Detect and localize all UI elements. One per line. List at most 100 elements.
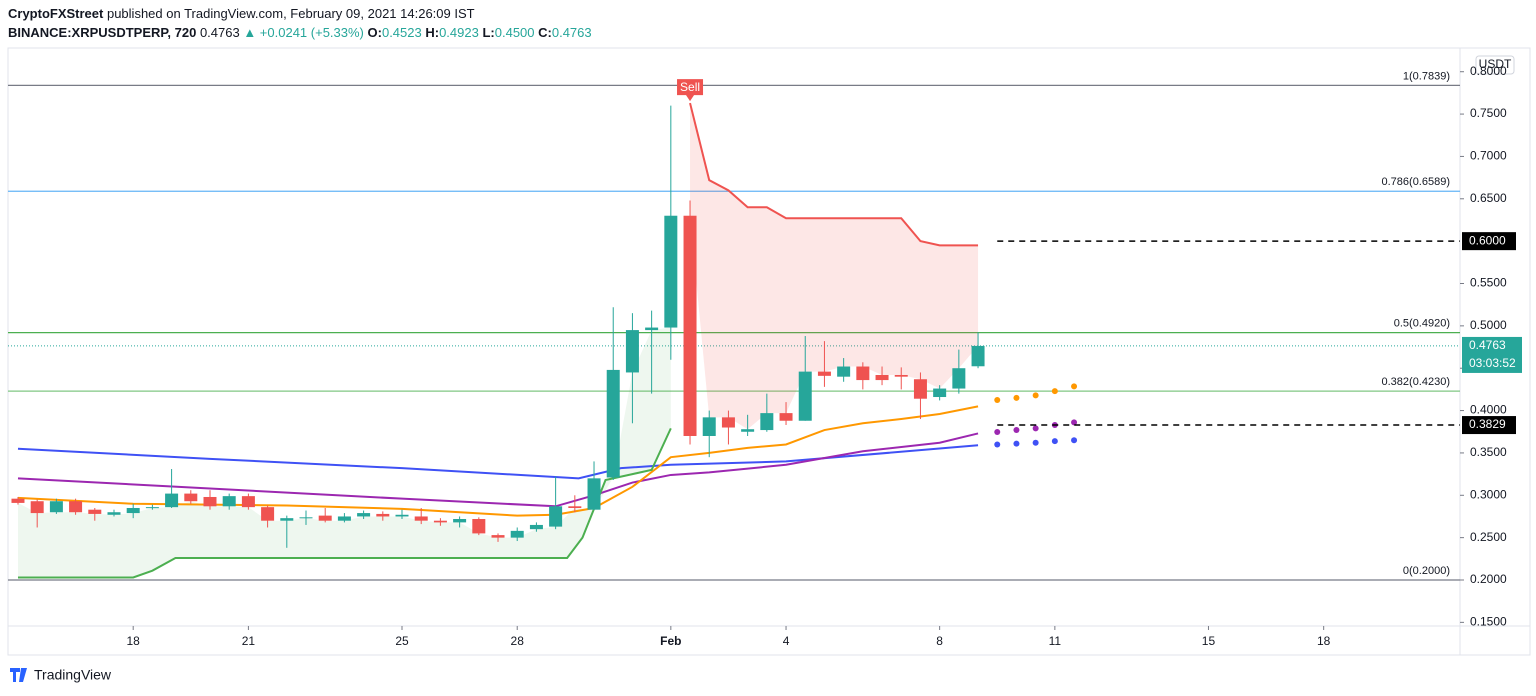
- forecast-dot: [1071, 383, 1078, 390]
- candle-body: [126, 507, 140, 514]
- candle-body: [798, 371, 812, 421]
- ohlc-key: L:: [482, 25, 495, 40]
- level-label: 0.3829: [1469, 417, 1506, 431]
- candle-body: [337, 516, 351, 521]
- candle-body: [549, 506, 563, 527]
- candle-body: [433, 520, 447, 523]
- y-tick-label: 0.6500: [1470, 191, 1507, 205]
- forecast-dot: [994, 441, 1001, 448]
- candle-body: [145, 507, 159, 509]
- candle-body: [11, 498, 25, 503]
- forecast-dot: [1071, 419, 1078, 426]
- trend-fill: [690, 103, 979, 430]
- logo: [10, 668, 27, 682]
- candle-body: [165, 493, 179, 508]
- candle-body: [933, 388, 947, 398]
- indicator-line: [17, 444, 979, 480]
- candle-body: [837, 366, 851, 377]
- candle-body: [376, 513, 390, 517]
- y-tick-label: 0.2500: [1470, 530, 1507, 544]
- candle-body: [299, 517, 313, 519]
- candle-body: [779, 413, 793, 421]
- change: ▲ +0.0241 (+5.33%): [243, 25, 364, 40]
- fib-label: 1(0.7839): [1403, 70, 1450, 82]
- y-tick-label: 0.7000: [1470, 149, 1507, 163]
- published: published on TradingView.com, February 0…: [103, 6, 475, 21]
- x-tick-label: 18: [127, 634, 141, 648]
- y-tick-label: 0.8000: [1470, 64, 1507, 78]
- candle-body: [721, 417, 735, 428]
- x-tick-label: 25: [395, 634, 409, 648]
- candle-body: [817, 371, 831, 376]
- candle-body: [856, 366, 870, 381]
- candle-body: [875, 374, 889, 381]
- indicator-line: [17, 405, 979, 517]
- x-tick-label: 11: [1049, 634, 1062, 648]
- candle-body: [491, 535, 505, 538]
- candle-body: [587, 478, 601, 510]
- signal-label: Sell: [680, 80, 700, 94]
- y-tick-label: 0.7500: [1470, 106, 1507, 120]
- ohlc-value: 0.4500: [494, 25, 535, 40]
- forecast-dot: [1071, 437, 1078, 444]
- forecast-dot: [1051, 438, 1058, 445]
- plot: 1(0.7839) 0.786(0.6589) 0.5(0.4920) 0.382(0…: [8, 70, 1460, 581]
- fib-label: 0(0.2000): [1403, 565, 1450, 577]
- candle-body: [971, 345, 985, 367]
- currency: USDT: [1479, 57, 1512, 71]
- candle-body: [510, 530, 524, 538]
- y-tick-label: 0.5000: [1470, 318, 1507, 332]
- candle-body: [222, 496, 236, 507]
- x-tick-label: 21: [242, 634, 256, 648]
- forecast-dot: [1013, 440, 1020, 447]
- level-box: [1462, 416, 1516, 435]
- ohlc-key: H:: [425, 25, 440, 40]
- header-line-2: BINANCE:XRPUSDTPERP, 720 0.4763 ▲ +0.024…: [8, 23, 592, 42]
- candle-body: [760, 413, 774, 431]
- countdown: 03:03:52: [1469, 356, 1516, 370]
- x-tick-label: 18: [1317, 634, 1331, 648]
- header: CryptoFXStreet published on TradingView.…: [8, 4, 592, 42]
- candle-body: [184, 493, 198, 502]
- candle-body: [203, 496, 217, 507]
- trend-fill: [17, 327, 671, 578]
- forecast-dot: [994, 396, 1001, 403]
- indicator-line: [689, 102, 979, 247]
- forecast-dot: [1013, 427, 1020, 434]
- candle-body: [414, 516, 428, 521]
- x-tick-label: Feb: [660, 634, 681, 648]
- candle-body: [241, 496, 255, 508]
- candle-body: [69, 501, 83, 513]
- candle-body: [453, 519, 467, 523]
- candle-body: [606, 369, 620, 478]
- candle-body: [625, 330, 639, 373]
- last-price: 0.4763: [199, 25, 240, 40]
- candle-body: [913, 379, 927, 399]
- x-tick-label: 15: [1202, 634, 1216, 648]
- forecast-dot: [1032, 392, 1039, 399]
- y-tick-label: 0.2000: [1470, 572, 1507, 586]
- frame: [7, 47, 1531, 656]
- ohlc: O:0.4523 H:0.4923 L:0.4500 C:0.4763: [368, 25, 592, 40]
- candle-body: [894, 374, 908, 377]
- candle-body: [395, 514, 409, 517]
- candle-body: [529, 524, 543, 530]
- candle-body: [280, 518, 294, 521]
- ohlc-value: 0.4763: [551, 25, 592, 40]
- ohlc-value: 0.4923: [439, 25, 479, 40]
- candle-body: [664, 215, 678, 328]
- candle-body: [683, 215, 697, 436]
- x-tick-label: 28: [511, 634, 525, 648]
- forecast-dot: [1032, 439, 1039, 446]
- level-box: [1462, 232, 1516, 251]
- candle-body: [472, 519, 486, 534]
- forecast-dot: [1013, 394, 1020, 401]
- symbol: BINANCE:XRPUSDTPERP, 720: [8, 25, 197, 40]
- candle-body: [952, 368, 966, 389]
- candle-body: [741, 429, 755, 432]
- candle-body: [49, 501, 63, 513]
- y-tick-label: 0.4000: [1470, 403, 1507, 417]
- ohlc-key: O:: [367, 25, 382, 40]
